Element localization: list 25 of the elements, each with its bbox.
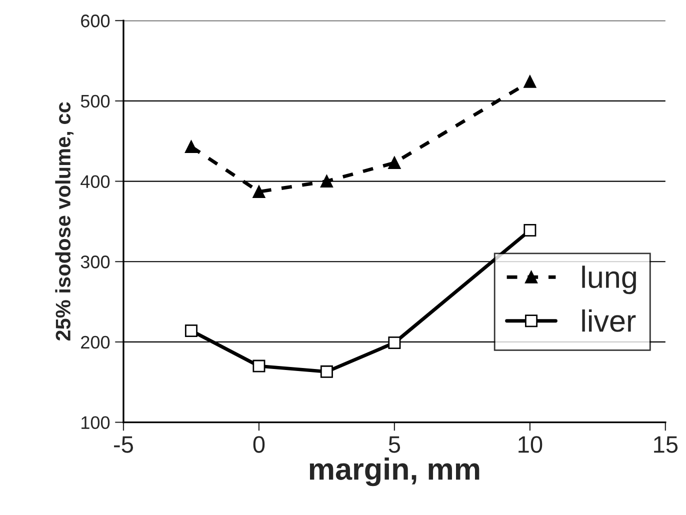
point: [388, 156, 401, 170]
legend-label: liver: [582, 309, 636, 332]
legend-label: lung: [582, 266, 636, 294]
x-tick-label: 10: [518, 436, 542, 453]
x-tick-label: -5: [114, 436, 133, 453]
point: [184, 140, 198, 153]
y-tick-label: 200: [81, 336, 110, 349]
x-axis-title: margin, mm: [310, 458, 480, 486]
point: [184, 324, 198, 337]
y-tick-label: 500: [80, 94, 110, 108]
y-axis-title: 25% isodose volume, cc: [55, 102, 74, 341]
y-tick-label: 300: [80, 256, 110, 268]
point: [320, 175, 333, 188]
x-tick-label: 15: [654, 436, 678, 453]
point: [524, 75, 536, 88]
y-tick-label: 600: [81, 14, 110, 28]
point: [388, 336, 401, 350]
x-tick-label: 0: [253, 436, 265, 453]
point: [320, 365, 333, 378]
y-tick-label: 400: [80, 175, 110, 188]
y-tick-label: 100: [82, 416, 110, 430]
point: [524, 224, 536, 237]
point: [252, 360, 266, 372]
x-tick-label: 5: [388, 436, 400, 453]
point: [252, 185, 266, 198]
